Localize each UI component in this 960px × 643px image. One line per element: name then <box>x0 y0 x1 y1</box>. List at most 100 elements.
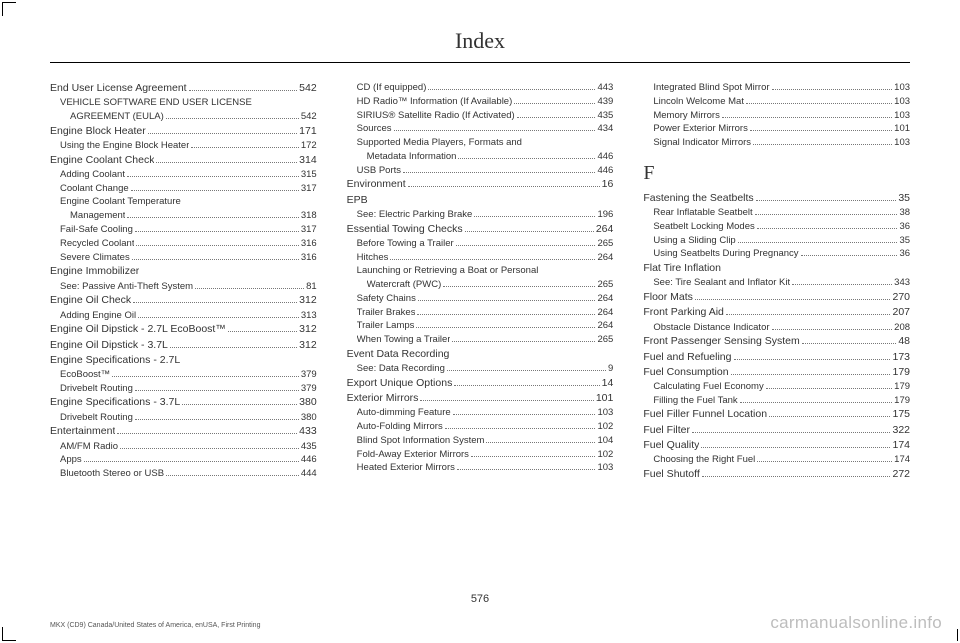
entry-leader <box>738 242 898 243</box>
entry-leader <box>417 314 595 315</box>
entry-page: 101 <box>596 391 614 406</box>
index-subentry: Adding Engine Oil313 <box>50 309 317 323</box>
entry-page: 435 <box>301 440 317 454</box>
entry-page: 435 <box>597 109 613 123</box>
entry-page: 103 <box>597 461 613 475</box>
entry-leader <box>191 147 298 148</box>
entry-page: 81 <box>306 280 317 294</box>
page-number: 576 <box>0 593 960 605</box>
entry-page: 196 <box>597 208 613 222</box>
index-column: Integrated Blind Spot Mirror103Lincoln W… <box>643 81 910 482</box>
entry-page: 103 <box>894 95 910 109</box>
index-entry: Engine Immobilizer <box>50 264 317 279</box>
index-subentry: See: Passive Anti-Theft System 81 <box>50 280 317 294</box>
index-entry: Event Data Recording <box>347 347 614 362</box>
entry-page: 272 <box>892 467 910 482</box>
entry-leader <box>189 90 298 91</box>
index-subentry: Apps446 <box>50 453 317 467</box>
entry-leader <box>403 172 595 173</box>
index-subentry: USB Ports446 <box>347 164 614 178</box>
entry-label: Drivebelt Routing <box>60 382 133 396</box>
index-entry: Front Parking Aid207 <box>643 305 910 320</box>
entry-label: Blind Spot Information System <box>357 434 485 448</box>
entry-label: Adding Coolant <box>60 168 125 182</box>
entry-page: 380 <box>299 395 317 410</box>
entry-label: Fuel and Refueling <box>643 350 731 365</box>
entry-leader <box>695 299 891 300</box>
entry-leader <box>801 255 898 256</box>
index-subentry: Management318 <box>50 209 317 223</box>
entry-leader <box>166 118 299 119</box>
entry-page: 316 <box>301 237 317 251</box>
entry-page: 35 <box>899 234 910 248</box>
index-entry: Fastening the Seatbelts35 <box>643 191 910 206</box>
index-subentry: HD Radio™ Information (If Available)439 <box>347 95 614 109</box>
entry-label: AM/FM Radio <box>60 440 118 454</box>
entry-label: See: Electric Parking Brake <box>357 208 473 222</box>
entry-label: See: Passive Anti-Theft System <box>60 280 193 294</box>
entry-label: Severe Climates <box>60 251 130 265</box>
entry-label: Auto-dimming Feature <box>357 406 451 420</box>
entry-label: Fold-Away Exterior Mirrors <box>357 448 469 462</box>
index-subentry: Before Towing a Trailer265 <box>347 237 614 251</box>
entry-page: 179 <box>892 365 910 380</box>
entry-label: Bluetooth Stereo or USB <box>60 467 164 481</box>
entry-leader <box>701 447 890 448</box>
entry-leader <box>166 475 299 476</box>
entry-page: 208 <box>894 321 910 335</box>
entry-page: 315 <box>301 168 317 182</box>
entry-label: Rear Inflatable Seatbelt <box>653 206 752 220</box>
entry-page: 380 <box>301 411 317 425</box>
entry-leader <box>769 416 890 417</box>
entry-label: Fail-Safe Cooling <box>60 223 133 237</box>
index-entry: End User License Agreement542 <box>50 81 317 96</box>
entry-page: 14 <box>602 376 614 391</box>
index-subentry: Trailer Lamps264 <box>347 319 614 333</box>
entry-label: Heated Exterior Mirrors <box>357 461 455 475</box>
entry-page: 312 <box>299 322 317 337</box>
index-entry: Fuel Shutoff272 <box>643 467 910 482</box>
entry-leader <box>120 448 299 449</box>
index-entry: Fuel Filler Funnel Location175 <box>643 407 910 422</box>
entry-leader <box>170 347 297 348</box>
footer-right: carmanualsonline.info <box>770 613 942 633</box>
entry-leader <box>418 300 596 301</box>
entry-label: Watercraft (PWC) <box>367 278 442 292</box>
entry-leader <box>420 400 593 401</box>
entry-label: End User License Agreement <box>50 81 187 96</box>
entry-page: 36 <box>899 247 910 261</box>
entry-leader <box>148 133 297 134</box>
entry-label: VEHICLE SOFTWARE END USER LICENSE <box>60 96 252 110</box>
entry-leader <box>726 314 891 315</box>
entry-page: 444 <box>301 467 317 481</box>
entry-label: Seatbelt Locking Modes <box>653 220 754 234</box>
entry-label: Engine Oil Dipstick - 2.7L EcoBoost™ <box>50 322 226 337</box>
index-subentry: Auto-dimming Feature103 <box>347 406 614 420</box>
entry-label: Before Towing a Trailer <box>357 237 454 251</box>
entry-page: 313 <box>301 309 317 323</box>
entry-page: 434 <box>597 122 613 136</box>
entry-leader <box>132 259 299 260</box>
entry-page: 314 <box>299 153 317 168</box>
entry-label: Fuel Quality <box>643 438 699 453</box>
entry-label: Flat Tire Inflation <box>643 261 721 276</box>
entry-label: Obstacle Distance Indicator <box>653 321 769 335</box>
entry-leader <box>756 200 897 201</box>
index-subentry: Using a Sliding Clip35 <box>643 234 910 248</box>
crop-mark-br <box>952 629 958 641</box>
entry-leader <box>452 341 595 342</box>
entry-label: Auto-Folding Mirrors <box>357 420 443 434</box>
entry-label: Engine Immobilizer <box>50 264 139 279</box>
index-entry: Engine Coolant Check314 <box>50 153 317 168</box>
entry-leader <box>740 402 893 403</box>
entry-page: 379 <box>301 382 317 396</box>
entry-leader <box>156 162 297 163</box>
entry-label: Engine Specifications - 2.7L <box>50 353 180 368</box>
entry-label: See: Tire Sealant and Inflator Kit <box>653 276 790 290</box>
section-letter: F <box>643 162 910 185</box>
index-subentry: Using Seatbelts During Pregnancy36 <box>643 247 910 261</box>
index-subentry: Calculating Fuel Economy179 <box>643 380 910 394</box>
entry-page: 9 <box>608 362 613 376</box>
entry-page: 446 <box>597 150 613 164</box>
entry-leader <box>182 404 297 405</box>
